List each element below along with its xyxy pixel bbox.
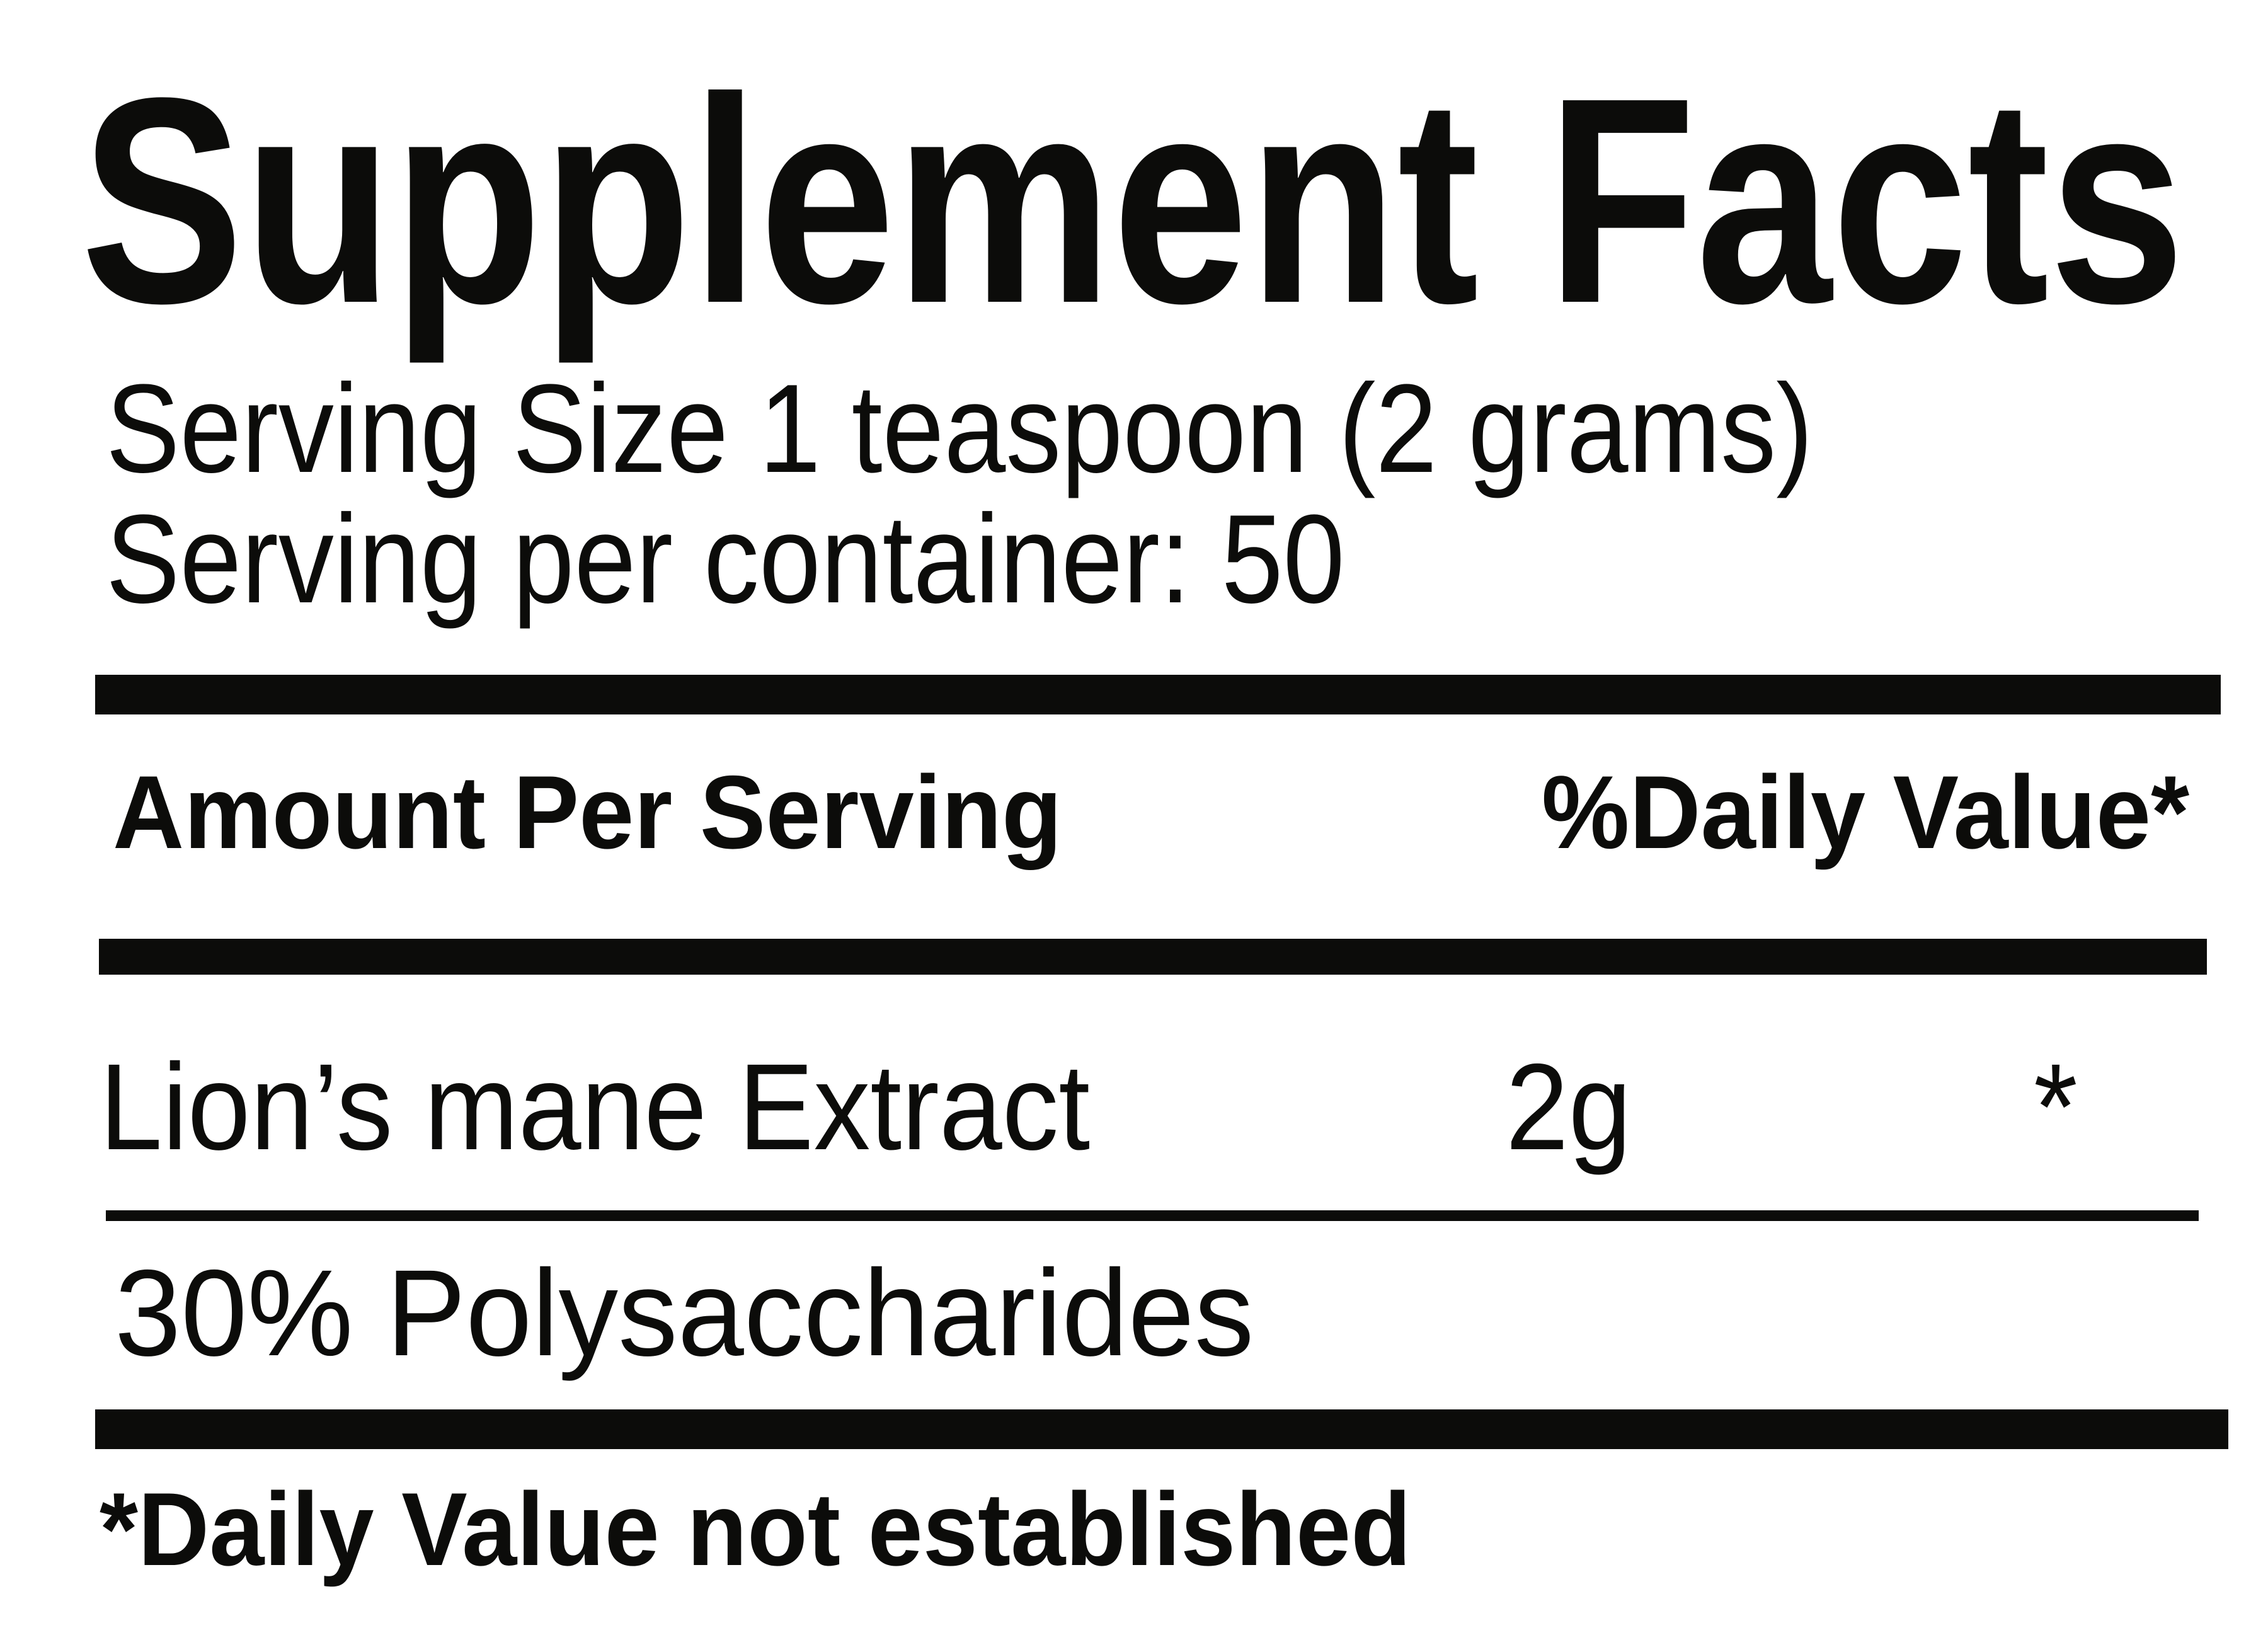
thick-divider-bottom bbox=[95, 1409, 2228, 1449]
serving-size-line: Serving Size 1 teaspoon (2 grams) bbox=[106, 358, 1813, 499]
daily-value-footnote: *Daily Value not established bbox=[100, 1471, 1411, 1587]
daily-value-header: %Daily Value* bbox=[1542, 754, 2190, 870]
ingredient-daily-value-asterisk: * bbox=[2034, 1038, 2078, 1176]
thick-divider-top bbox=[95, 675, 2221, 714]
servings-per-container-line: Serving per container: 50 bbox=[106, 489, 1345, 629]
panel-title: Supplement Facts bbox=[81, 37, 2185, 364]
ingredient-amount: 2g bbox=[1506, 1038, 1632, 1176]
sub-ingredient-name: 30% Polysaccharides bbox=[115, 1244, 1254, 1382]
thin-divider bbox=[106, 1210, 2199, 1221]
ingredient-name: Lion’s mane Extract bbox=[100, 1038, 1091, 1176]
amount-per-serving-header: Amount Per Serving bbox=[113, 754, 1062, 870]
thick-divider-header bbox=[99, 939, 2207, 975]
